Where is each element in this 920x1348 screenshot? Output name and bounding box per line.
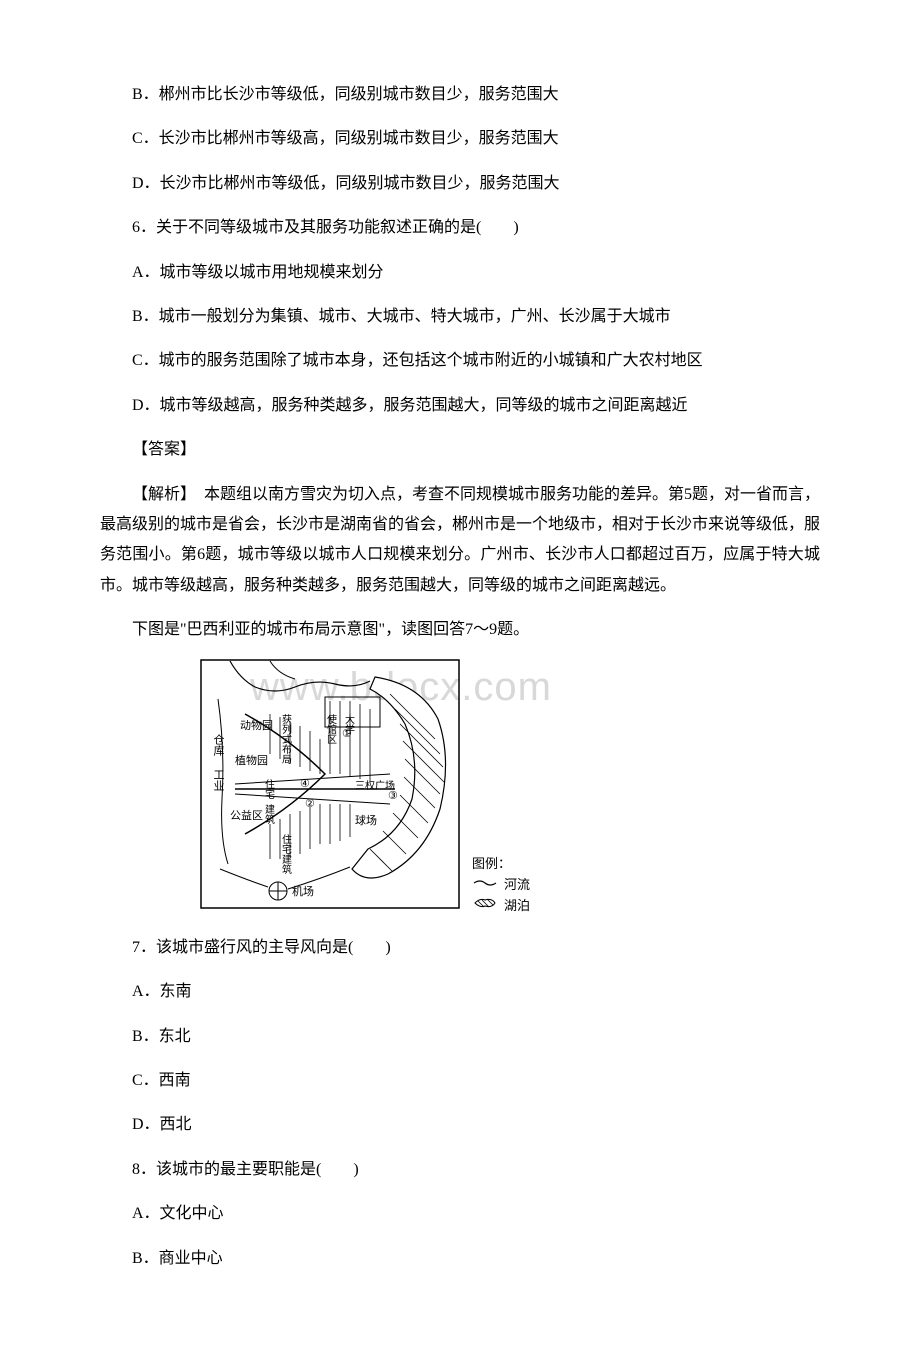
q8-option-b: B．商业中心 [100, 1244, 820, 1274]
map-label-industry: 工业 [212, 769, 225, 791]
q5-option-c: C．长沙市比郴州市等级高，同级别城市数目少，服务范围大 [100, 124, 820, 154]
river-symbol [472, 875, 498, 896]
lake-symbol [472, 896, 498, 917]
q6-stem: 6．关于不同等级城市及其服务功能叙述正确的是( ) [100, 213, 820, 243]
answer-label: 【答案】 [100, 435, 820, 465]
q8-stem: 8．该城市的最主要职能是( ) [100, 1155, 820, 1185]
q6-option-b: B．城市一般划分为集镇、城市、大城市、特大城市，广州、长沙属于大城市 [100, 302, 820, 332]
q7-option-b: B．东北 [100, 1022, 820, 1052]
legend-river-row: 河流 [472, 875, 530, 896]
q6-option-d: D．城市等级越高，服务种类越多，服务范围越大，同等级的城市之间距离越近 [100, 391, 820, 421]
q6-option-c: C．城市的服务范围除了城市本身，还包括这个城市附近的小城镇和广大农村地区 [100, 346, 820, 376]
analysis-text: 【解析】 本题组以南方雪灾为切入点，考查不同规模城市服务功能的差异。第5题，对一… [100, 480, 820, 602]
map-label-res1: 住宅 [263, 778, 275, 799]
q7-option-c: C．西南 [100, 1066, 820, 1096]
legend-lake-label: 湖泊 [504, 896, 530, 917]
q6-option-a: A．城市等级以城市用地规模来划分 [100, 258, 820, 288]
map-num4: ④ [300, 778, 310, 790]
map-legend: 图例： 河流 湖泊 [472, 854, 530, 920]
map-svg-box: 仓库 工业 动物园 植物园 公益区 住宅 建筑 获列式布局 使馆区 大学 三权广… [200, 659, 460, 920]
map-num1: ① [342, 728, 352, 740]
map-label-airport: 机场 [292, 884, 314, 898]
map-label-warehouse: 仓库 [212, 733, 225, 757]
q5-option-d: D．长沙市比郴州市等级低，同级别城市数目少，服务范围大 [100, 169, 820, 199]
q7-stem: 7．该城市盛行风的主导风向是( ) [100, 933, 820, 963]
map-label-embassy: 使馆区 [325, 713, 337, 744]
q7-option-d: D．西北 [100, 1110, 820, 1140]
q5-option-b: B．郴州市比长沙市等级低，同级别城市数目少，服务范围大 [100, 80, 820, 110]
figure-intro: 下图是"巴西利亚的城市布局示意图"，读图回答7～9题。 [100, 615, 820, 645]
q8-option-a: A．文化中心 [100, 1199, 820, 1229]
figure-container: www.bdocx.com [200, 659, 600, 920]
map-num2: ② [305, 798, 315, 810]
svg-text:住宅建筑: 住宅建筑 [280, 833, 292, 874]
map-label-stadium: 球场 [355, 813, 377, 827]
q7-option-a: A．东南 [100, 977, 820, 1007]
map-label-train: 获列式布局 [280, 714, 292, 765]
legend-lake-row: 湖泊 [472, 896, 530, 917]
legend-river-label: 河流 [504, 875, 530, 896]
map-label-zoo: 动物园 [240, 718, 273, 732]
map-label-botanical: 植物园 [235, 753, 268, 767]
map-label-public: 公益区 [230, 808, 263, 822]
map-num3: ③ [388, 790, 398, 802]
map-label-res2: 建筑 [263, 803, 275, 824]
legend-title: 图例： [472, 854, 530, 875]
brasilia-map-svg: 仓库 工业 动物园 植物园 公益区 住宅 建筑 获列式布局 使馆区 大学 三权广… [200, 659, 460, 909]
